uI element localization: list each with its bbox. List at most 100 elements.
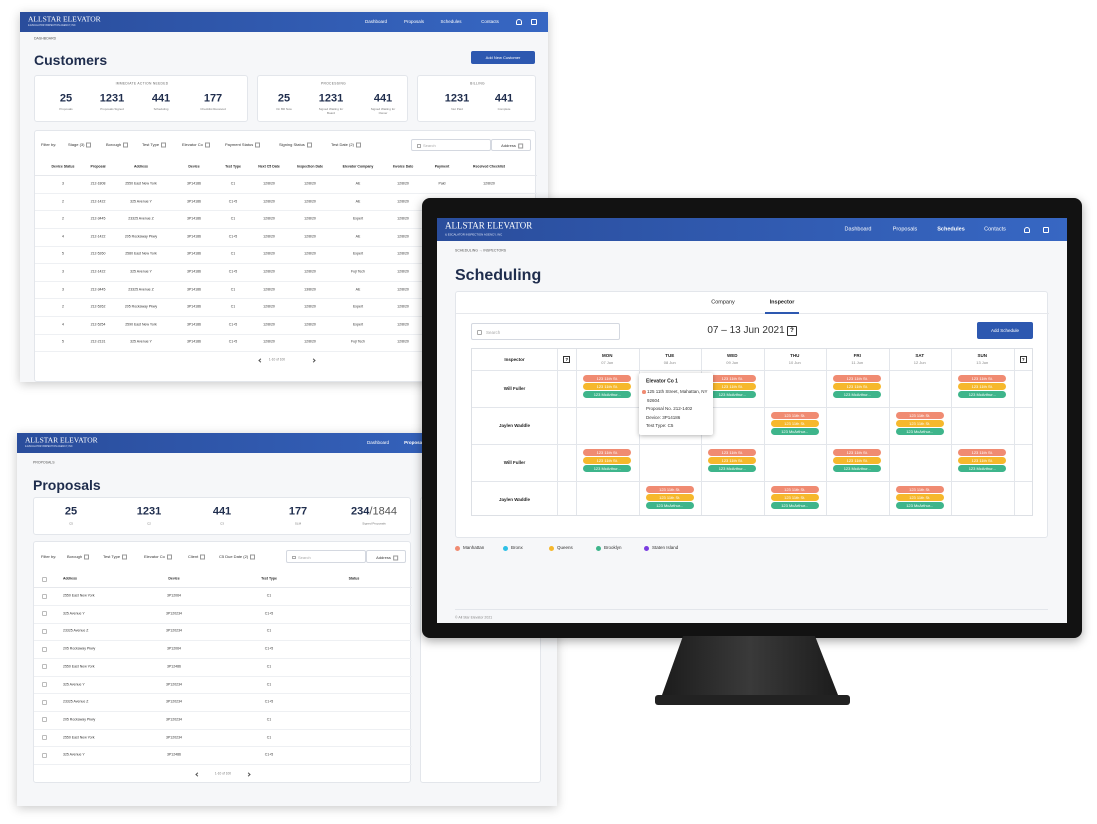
table-cell: 325 Avenue Y <box>63 610 85 615</box>
event-pill[interactable]: 123 11th St. <box>833 449 882 456</box>
table-cell: 3P12486 <box>166 752 182 757</box>
event-pill[interactable]: 123 McArthur... <box>895 428 944 435</box>
row-checkbox[interactable] <box>42 752 47 758</box>
nav-link[interactable]: Proposals <box>892 225 918 232</box>
event-pill[interactable]: 123 11th St. <box>645 486 694 493</box>
previous-page[interactable] <box>194 771 200 777</box>
next-page[interactable] <box>245 771 251 777</box>
row-checkbox[interactable] <box>42 664 47 670</box>
row-checkbox[interactable] <box>42 611 47 617</box>
event-pill[interactable]: 123 McArthur... <box>770 428 819 435</box>
nav-link[interactable]: Schedules <box>440 18 462 24</box>
filter-dropdown[interactable]: Borough <box>106 143 128 148</box>
event-pill[interactable]: 123 McArthur... <box>708 391 757 398</box>
event-pill[interactable]: 123 11th St. <box>583 383 632 390</box>
logout-icon[interactable] <box>531 19 537 25</box>
filter-dropdown[interactable]: Client <box>188 555 205 560</box>
help-button[interactable]: ? <box>1019 356 1027 363</box>
event-pill[interactable]: 123 McArthur... <box>645 502 694 509</box>
event-pill[interactable]: 123 McArthur... <box>895 502 944 509</box>
address-button[interactable]: Address <box>366 550 406 563</box>
add-schedule-button[interactable]: Add Schedule <box>977 322 1033 339</box>
search-box[interactable]: Search <box>286 550 366 563</box>
filter-dropdown[interactable]: Stage (3) <box>68 143 91 148</box>
previous-page[interactable] <box>257 357 263 363</box>
filter-dropdown[interactable]: C5 Due Date (2) <box>219 555 255 560</box>
event-pill[interactable]: 123 McArthur... <box>583 465 632 472</box>
logout-icon[interactable] <box>1043 226 1049 233</box>
event-pill[interactable]: 123 11th St. <box>583 449 632 456</box>
nav-link[interactable]: Dashboard <box>364 18 388 24</box>
event-pill[interactable]: 123 11th St. <box>958 375 1007 382</box>
event-pill[interactable]: 123 McArthur... <box>708 465 757 472</box>
row-checkbox[interactable] <box>42 628 47 634</box>
event-pill[interactable]: 123 11th St. <box>770 412 819 419</box>
event-pill[interactable]: 123 McArthur... <box>958 465 1007 472</box>
event-pill[interactable]: 123 11th St. <box>895 412 944 419</box>
search-box[interactable]: Search <box>411 139 491 151</box>
nav-link[interactable]: Contacts <box>481 18 499 24</box>
row-checkbox[interactable] <box>42 593 47 599</box>
search-box[interactable]: Search <box>471 323 620 340</box>
select-all-checkbox[interactable] <box>42 576 47 582</box>
filter-dropdown[interactable]: Test Date (2) <box>331 143 361 148</box>
event-pill[interactable]: 123 11th St. <box>958 383 1007 390</box>
nav-link[interactable]: Dashboard <box>844 225 872 232</box>
event-pill[interactable]: 123 11th St. <box>583 457 632 464</box>
notification-icon[interactable] <box>1024 226 1030 233</box>
event-pill[interactable]: 123 11th St. <box>770 486 819 493</box>
tab[interactable]: Inspector <box>769 299 795 306</box>
next-page[interactable] <box>310 357 316 363</box>
nav-link[interactable]: Proposals <box>404 439 426 445</box>
top-bar: ALLSTAR ELEVATOR & ESCALATOR INSPECTION A… <box>20 12 548 32</box>
event-pill[interactable]: 123 11th St. <box>833 457 882 464</box>
header-divider <box>35 175 537 176</box>
event-pill[interactable]: 123 11th St. <box>708 457 757 464</box>
event-pill[interactable]: 123 11th St. <box>833 383 882 390</box>
filter-dropdown[interactable]: Borough <box>67 555 89 560</box>
event-pill[interactable]: 123 11th St. <box>708 383 757 390</box>
event-pill[interactable]: 123 11th St. <box>958 457 1007 464</box>
notification-icon[interactable] <box>516 19 522 25</box>
help-button[interactable]: ? <box>787 326 797 336</box>
nav-link[interactable]: Dashboard <box>366 439 390 445</box>
event-pill[interactable]: 123 11th St. <box>770 494 819 501</box>
event-pill[interactable]: 123 McArthur... <box>833 465 882 472</box>
add-customer-button[interactable]: Add New Customer <box>471 51 535 64</box>
event-pill[interactable]: 123 11th St. <box>833 375 882 382</box>
event-pill[interactable]: 123 11th St. <box>895 420 944 427</box>
filter-dropdown[interactable]: Signing Status <box>279 143 312 148</box>
table-cell: 3P120234 <box>166 717 182 722</box>
row-checkbox[interactable] <box>42 646 47 652</box>
filter-dropdown[interactable]: Test Type <box>103 555 127 560</box>
filter-dropdown[interactable]: Elevator Co <box>144 555 172 560</box>
filter-dropdown[interactable]: Elevator Co <box>182 143 210 148</box>
event-label: 123 11th St. <box>971 457 993 463</box>
event-pill[interactable]: 123 11th St. <box>770 420 819 427</box>
nav-link[interactable]: Schedules <box>937 225 965 232</box>
row-checkbox[interactable] <box>42 717 47 723</box>
row-checkbox[interactable] <box>42 699 47 705</box>
event-pill[interactable]: 123 11th St. <box>708 449 757 456</box>
event-pill[interactable]: 123 11th St. <box>645 494 694 501</box>
event-pill[interactable]: 123 McArthur... <box>583 391 632 398</box>
filter-dropdown[interactable]: Test Type <box>142 143 166 148</box>
event-pill[interactable]: 123 McArthur... <box>770 502 819 509</box>
row-checkbox[interactable] <box>42 682 47 687</box>
event-pill[interactable]: 123 McArthur... <box>833 391 882 398</box>
tab[interactable]: Company <box>711 299 735 306</box>
help-button[interactable]: ? <box>563 356 570 363</box>
row-checkbox[interactable] <box>42 735 47 741</box>
address-button[interactable]: Address <box>491 139 531 151</box>
event-pill[interactable]: 123 McArthur... <box>958 391 1007 398</box>
filter-dropdown[interactable]: Payment Status <box>225 143 260 148</box>
event-pill[interactable]: 123 11th St. <box>958 449 1007 456</box>
event-pill[interactable]: 123 11th St. <box>895 486 944 493</box>
nav-link[interactable]: Proposals <box>403 18 425 24</box>
event-pill[interactable]: 123 11th St. <box>895 494 944 501</box>
table-cell: 12/8/20 <box>304 234 316 239</box>
event-pill[interactable]: 123 11th St. <box>708 375 757 382</box>
event-pill[interactable]: 123 11th St. <box>583 375 632 382</box>
table-cell: 12/8/20 <box>304 269 316 274</box>
nav-link[interactable]: Contacts <box>984 225 1006 232</box>
